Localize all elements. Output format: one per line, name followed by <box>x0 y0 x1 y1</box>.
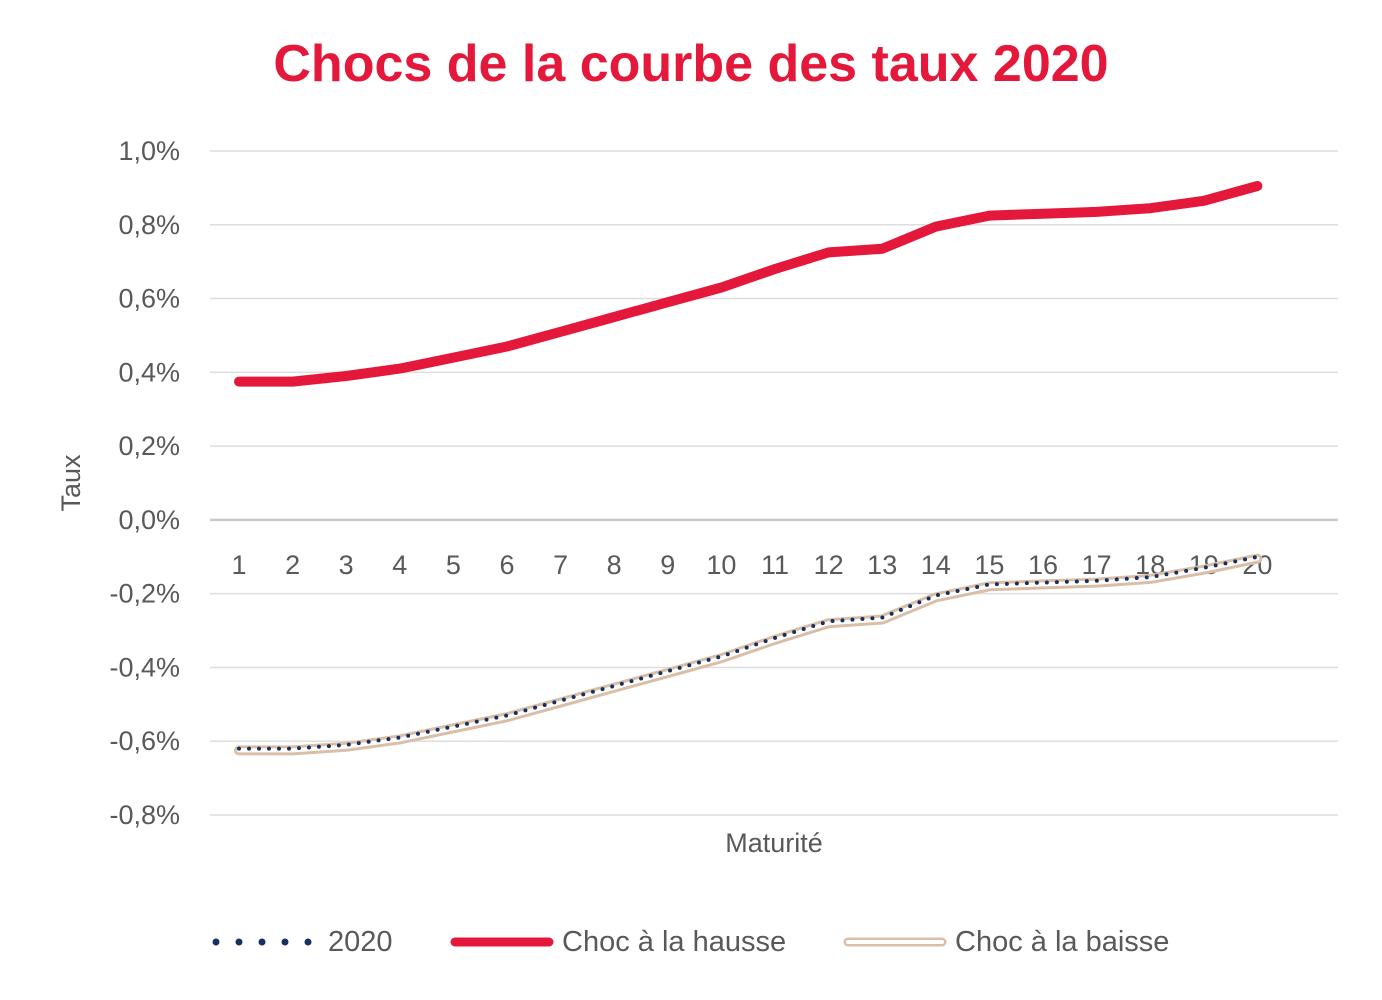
x-tick-label: 13 <box>867 550 897 580</box>
y-tick-label: 1,0% <box>118 136 180 166</box>
series-line-choc-hausse <box>234 181 1263 387</box>
x-tick-label: 3 <box>339 550 354 580</box>
legend-swatch-outline <box>843 937 947 947</box>
x-tick-label: 2 <box>285 550 300 580</box>
chart-title: Chocs de la courbe des taux 2020 <box>273 35 1109 93</box>
legend: 2020 Choc à la hausse Choc à la baisse <box>0 918 1382 966</box>
x-tick-label: 10 <box>706 550 736 580</box>
y-tick-label: 0,8% <box>118 210 180 240</box>
x-tick-label: 15 <box>974 550 1004 580</box>
x-tick-label: 7 <box>553 550 568 580</box>
y-axis-title: Taux <box>56 454 86 512</box>
series-lines <box>234 181 1263 756</box>
x-tick-label: 8 <box>607 550 622 580</box>
series-line-choc-baisse-inner <box>237 556 1260 753</box>
x-tick-label: 1 <box>231 550 246 580</box>
x-tick-label: 5 <box>446 550 461 580</box>
x-tick-label: 17 <box>1082 550 1112 580</box>
legend-swatch-dotted <box>212 938 320 946</box>
x-axis-tick-labels: 1 2 3 4 5 6 7 8 9 10 11 12 13 14 15 16 17 18 19 20 <box>231 550 1272 580</box>
y-tick-label: 0,2% <box>118 431 180 461</box>
series-line-2020 <box>237 554 1260 751</box>
x-tick-label: 11 <box>761 550 789 580</box>
line-chart: 1,0% 0,8% 0,6% 0,4% 0,2% 0,0% -0,2% -0,4% -0,6% -… <box>56 136 1338 858</box>
y-tick-label: -0,6% <box>109 726 180 756</box>
y-tick-label: -0,2% <box>109 579 180 609</box>
x-tick-label: 16 <box>1028 550 1058 580</box>
y-axis-tick-labels: 1,0% 0,8% 0,6% 0,4% 0,2% 0,0% -0,2% -0,4% -0,6% -… <box>109 136 180 830</box>
y-tick-label: 0,4% <box>118 357 180 387</box>
legend-item-2020: 2020 <box>210 918 393 966</box>
x-tick-label: 12 <box>814 550 844 580</box>
legend-swatch-solid <box>450 937 554 947</box>
y-tick-label: -0,8% <box>109 800 180 830</box>
legend-item-choc-baisse: Choc à la baisse <box>843 918 1169 966</box>
legend-label: Choc à la hausse <box>562 925 787 958</box>
grid-lines <box>210 150 1338 816</box>
legend-item-choc-hausse: Choc à la hausse <box>450 918 786 966</box>
y-tick-label: 0,0% <box>118 505 180 535</box>
legend-label: Choc à la baisse <box>955 925 1170 958</box>
y-tick-label: 0,6% <box>118 284 180 314</box>
x-tick-label: 14 <box>921 550 951 580</box>
x-tick-label: 6 <box>499 550 514 580</box>
series-line-choc-baisse <box>234 553 1263 756</box>
x-tick-label: 9 <box>660 550 675 580</box>
legend-label: 2020 <box>328 925 393 958</box>
y-tick-label: -0,4% <box>109 652 180 682</box>
x-axis-title: Maturité <box>725 828 823 858</box>
x-tick-label: 4 <box>392 550 407 580</box>
